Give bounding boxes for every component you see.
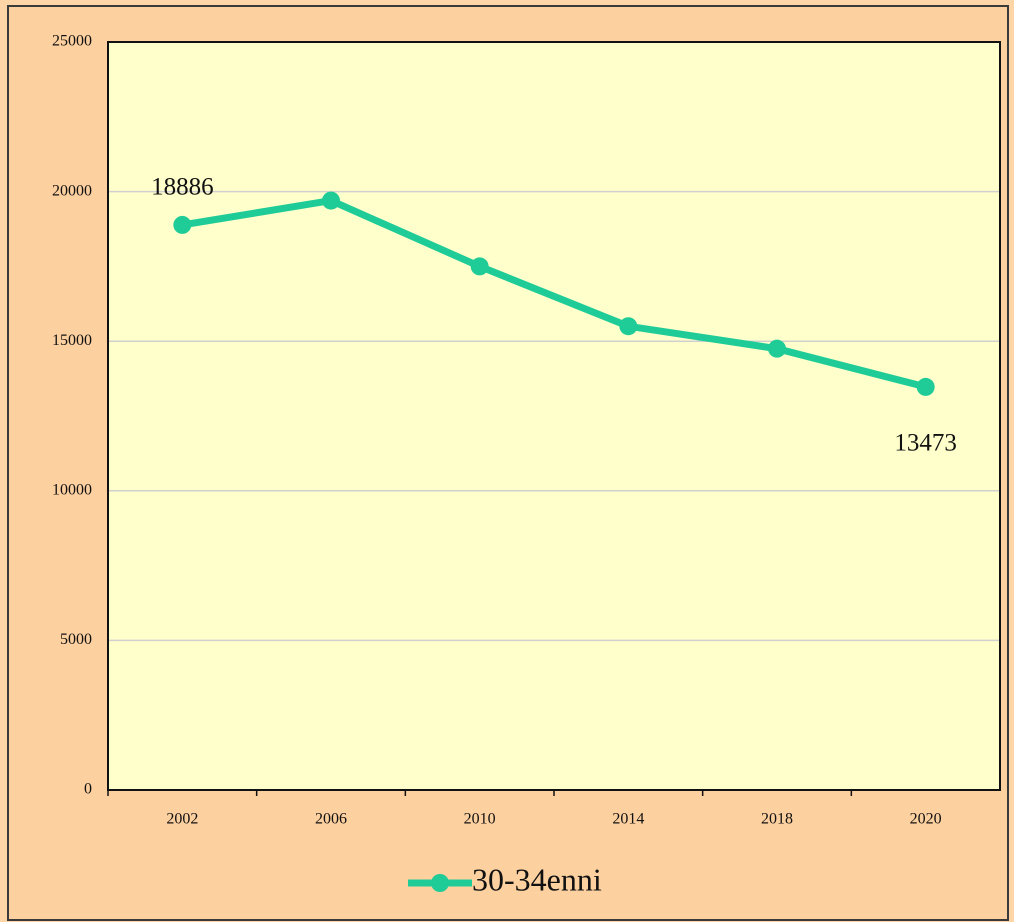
series-line	[181, 197, 927, 391]
x-tick-label: 2002	[166, 811, 198, 828]
plot-area	[108, 42, 1000, 790]
point	[470, 257, 489, 276]
y-tick-label: 20000	[52, 182, 92, 199]
point	[768, 339, 786, 358]
legend-marker	[431, 874, 449, 892]
point	[173, 215, 192, 234]
y-tick-label: 25000	[52, 33, 92, 50]
x-tick-label: 2018	[761, 811, 793, 828]
y-tick-label: 10000	[52, 481, 92, 498]
x-tick-label: 2010	[464, 811, 496, 828]
point	[916, 377, 935, 396]
x-tick-label: 2014	[612, 811, 644, 828]
legend-label: 30-34enni	[472, 861, 602, 897]
data-label: 13473	[894, 430, 957, 457]
y-tick-label: 15000	[52, 332, 92, 349]
x-tick-label: 2020	[910, 811, 942, 828]
point	[322, 191, 340, 210]
point	[619, 317, 638, 336]
data-label: 18886	[151, 174, 214, 201]
y-tick-label: 5000	[60, 631, 92, 648]
x-tick-label: 2006	[315, 811, 347, 828]
y-tick-label: 0	[84, 781, 92, 798]
